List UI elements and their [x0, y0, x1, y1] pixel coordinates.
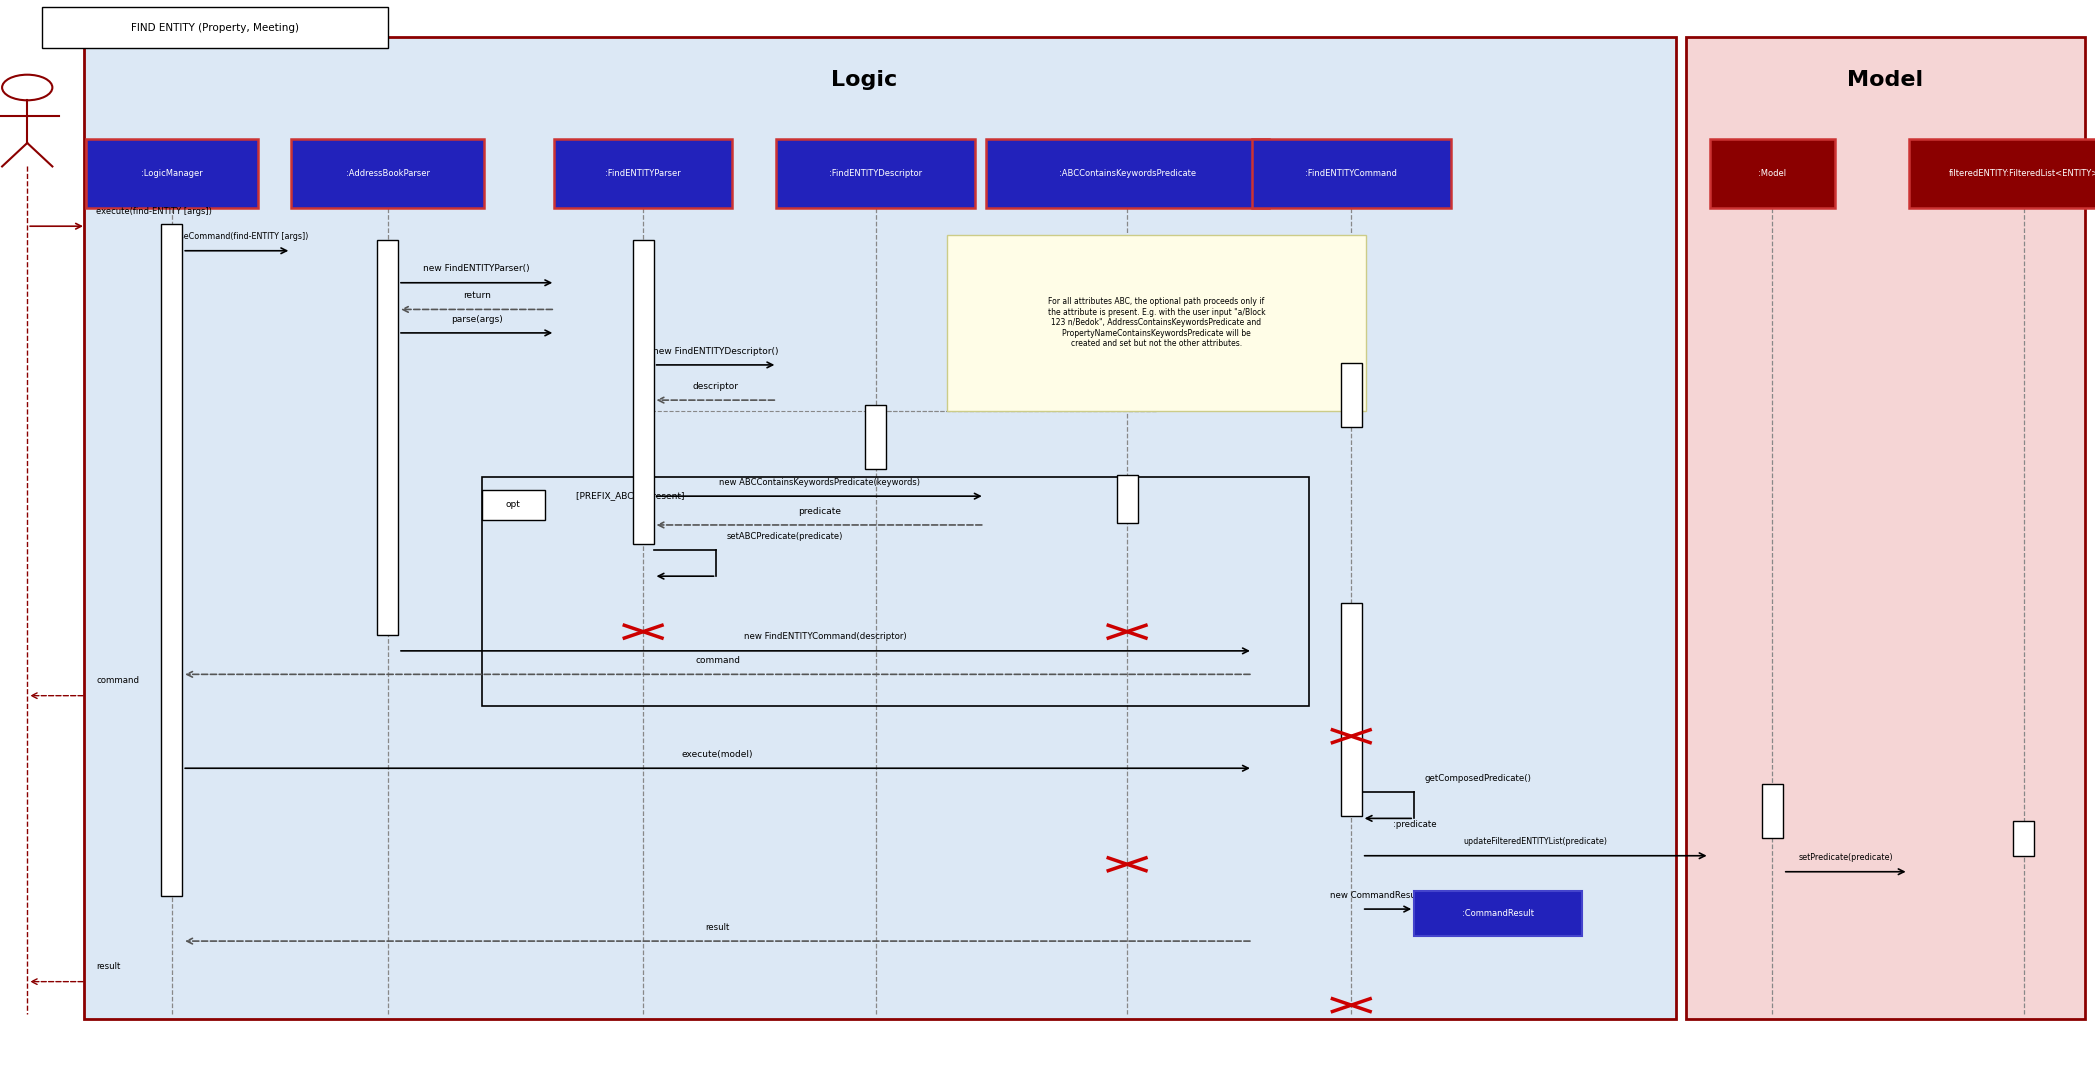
Text: Logic: Logic	[832, 70, 897, 90]
FancyBboxPatch shape	[84, 37, 1676, 1019]
FancyBboxPatch shape	[1341, 603, 1362, 816]
Text: predicate: predicate	[798, 507, 840, 515]
Text: new CommandResult(...): new CommandResult(...)	[1330, 891, 1435, 899]
Text: descriptor: descriptor	[693, 382, 737, 391]
Text: :FindENTITYDescriptor: :FindENTITYDescriptor	[830, 169, 922, 178]
Text: new ABCContainsKeywordsPredicate(keywords): new ABCContainsKeywordsPredicate(keyword…	[719, 478, 920, 487]
Text: parse(args): parse(args)	[450, 315, 503, 323]
FancyBboxPatch shape	[633, 240, 654, 544]
FancyBboxPatch shape	[377, 240, 398, 635]
Text: setPredicate(predicate): setPredicate(predicate)	[1798, 854, 1894, 862]
Text: :ABCContainsKeywordsPredicate: :ABCContainsKeywordsPredicate	[1058, 169, 1196, 178]
Text: execute(find-ENTITY [args]): execute(find-ENTITY [args])	[96, 207, 212, 216]
FancyBboxPatch shape	[42, 7, 388, 48]
Text: command: command	[96, 676, 140, 685]
Text: :predicate: :predicate	[1393, 821, 1437, 829]
Text: setABCPredicate(predicate): setABCPredicate(predicate)	[727, 532, 844, 541]
Text: new FindENTITYParser(): new FindENTITYParser()	[423, 265, 530, 273]
Text: execute(model): execute(model)	[681, 750, 754, 759]
Text: FIND ENTITY (Property, Meeting): FIND ENTITY (Property, Meeting)	[130, 22, 300, 33]
FancyBboxPatch shape	[1414, 891, 1582, 936]
Text: filteredENTITY:FilteredList<ENTITY>: filteredENTITY:FilteredList<ENTITY>	[1948, 169, 2095, 178]
Text: opt: opt	[505, 500, 522, 509]
FancyBboxPatch shape	[775, 139, 976, 208]
Text: :FindENTITYParser: :FindENTITYParser	[605, 169, 681, 178]
Text: updateFilteredENTITYList(predicate): updateFilteredENTITYList(predicate)	[1464, 838, 1607, 846]
Text: new FindENTITYDescriptor(): new FindENTITYDescriptor()	[654, 347, 777, 355]
FancyBboxPatch shape	[1253, 139, 1450, 208]
Text: Model: Model	[1848, 70, 1923, 90]
Text: return: return	[463, 291, 490, 300]
FancyBboxPatch shape	[1341, 363, 1362, 427]
FancyBboxPatch shape	[553, 139, 733, 208]
Text: command: command	[696, 656, 740, 665]
Text: new FindENTITYCommand(descriptor): new FindENTITYCommand(descriptor)	[744, 633, 907, 641]
FancyBboxPatch shape	[2013, 821, 2034, 856]
FancyBboxPatch shape	[161, 224, 182, 896]
Text: parseCommand(find-ENTITY [args]): parseCommand(find-ENTITY [args])	[166, 233, 308, 241]
FancyBboxPatch shape	[1710, 139, 1835, 208]
Text: result: result	[96, 962, 122, 971]
FancyBboxPatch shape	[987, 139, 1270, 208]
FancyBboxPatch shape	[482, 490, 545, 520]
FancyBboxPatch shape	[947, 235, 1366, 411]
FancyBboxPatch shape	[291, 139, 484, 208]
FancyBboxPatch shape	[1117, 475, 1138, 523]
FancyBboxPatch shape	[1686, 37, 2085, 1019]
Text: [PREFIX_ABC is present]: [PREFIX_ABC is present]	[576, 492, 685, 500]
Text: For all attributes ABC, the optional path proceeds only if
the attribute is pres: For all attributes ABC, the optional pat…	[1048, 298, 1265, 348]
Text: :FindENTITYCommand: :FindENTITYCommand	[1305, 169, 1397, 178]
FancyBboxPatch shape	[1909, 139, 2095, 208]
Text: :Model: :Model	[1758, 169, 1787, 178]
Text: :CommandResult: :CommandResult	[1462, 909, 1534, 918]
Text: :LogicManager: :LogicManager	[140, 169, 203, 178]
Text: :AddressBookParser: :AddressBookParser	[346, 169, 429, 178]
FancyBboxPatch shape	[865, 405, 886, 469]
FancyBboxPatch shape	[1762, 784, 1783, 838]
Text: getComposedPredicate(): getComposedPredicate()	[1425, 775, 1531, 783]
Text: result: result	[706, 923, 729, 931]
FancyBboxPatch shape	[86, 139, 258, 208]
